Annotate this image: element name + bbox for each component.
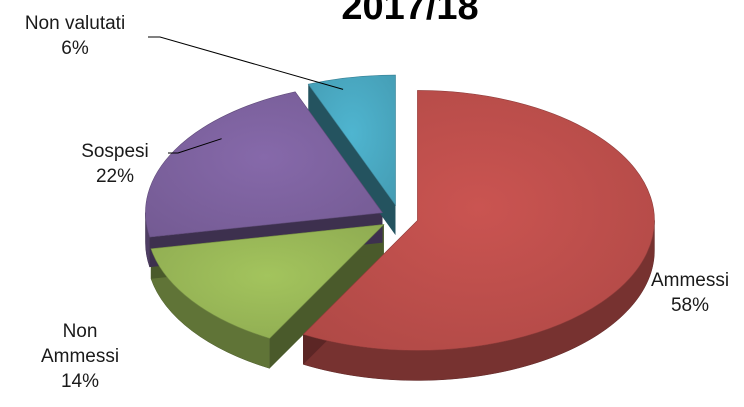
- chart-title: 2017/18: [341, 0, 479, 28]
- slice-name-non-valutati: Non valutati: [24, 13, 126, 34]
- slice-label-non-ammessi: Non Ammessi 14%: [20, 319, 140, 394]
- slice-label-ammessi: Ammessi 58%: [640, 268, 740, 318]
- leader-lines: [148, 36, 344, 154]
- slice-value-non-ammessi: 14%: [60, 371, 100, 392]
- slice-label-sospesi: Sospesi 22%: [60, 139, 170, 189]
- slice-name-sospesi: Sospesi: [81, 141, 149, 162]
- slice-cut-non-valutati-0: [308, 84, 396, 236]
- slice-label-non-valutati: Non valutati 6%: [0, 11, 150, 61]
- slice-name-ammessi: Ammessi: [650, 270, 730, 291]
- slice-value-non-valutati: 6%: [61, 38, 89, 59]
- slice-cut-non-ammessi-0: [269, 224, 384, 369]
- pie-tops: [145, 74, 655, 351]
- slice-value-ammessi: 58%: [670, 295, 710, 316]
- leader-line-non-valutati: [148, 36, 344, 90]
- slice-name-non-ammessi-1: Non: [62, 321, 98, 342]
- slice-non-valutati: [307, 74, 396, 206]
- slice-name-non-ammessi-2: Ammessi: [40, 346, 120, 367]
- slice-ammessi: [302, 90, 655, 351]
- slice-non-ammessi: [150, 224, 385, 339]
- slice-sospesi: [145, 91, 384, 238]
- slice-value-sospesi: 22%: [95, 166, 135, 187]
- leader-line-sospesi: [168, 138, 222, 154]
